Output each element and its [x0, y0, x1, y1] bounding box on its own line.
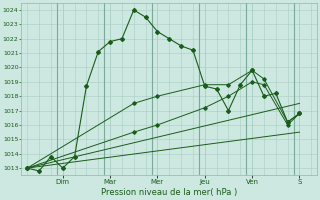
X-axis label: Pression niveau de la mer( hPa ): Pression niveau de la mer( hPa ) [101, 188, 237, 197]
